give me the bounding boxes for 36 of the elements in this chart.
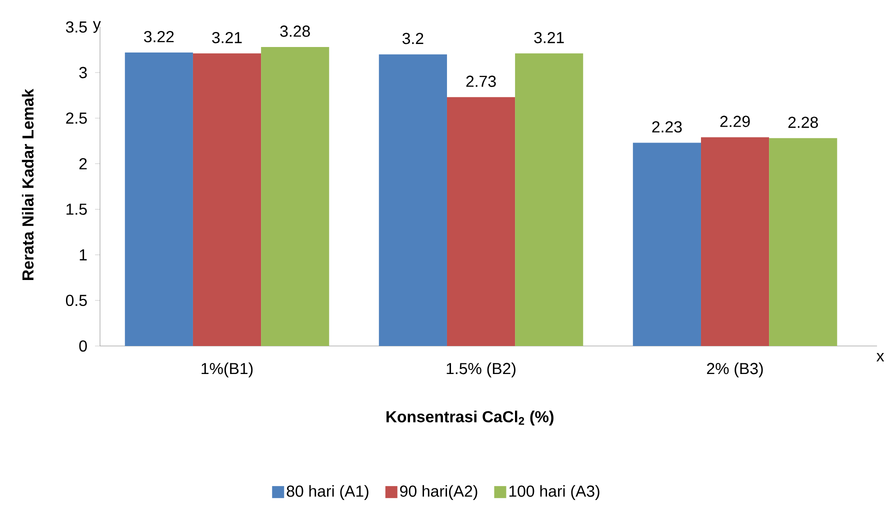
bar: [378, 54, 447, 346]
bar: [515, 53, 584, 346]
bar: [192, 53, 262, 346]
bar: [124, 52, 193, 346]
bar: [632, 142, 701, 346]
data-label: 2.28: [788, 116, 818, 128]
y-tick-label: 2: [79, 158, 87, 170]
data-label: 3.2: [402, 32, 424, 44]
y-tick-label: 2.5: [66, 112, 87, 124]
x-tick-label: 1.5% (B2): [446, 362, 516, 378]
y-tick-label: 0: [79, 340, 87, 352]
x-tick-label: 1%(B1): [202, 362, 253, 378]
x-tick-label: 2% (B3): [707, 362, 763, 378]
legend-label: 90 hari(A2): [400, 485, 478, 500]
data-label: 3.21: [534, 32, 564, 44]
bar: [261, 47, 330, 346]
y-tick-label: 3.5: [66, 21, 87, 33]
legend-label: 100 hari (A3): [509, 485, 600, 500]
text: x: [876, 352, 884, 362]
bar: [769, 138, 838, 346]
y-axis-title: Rerata Nilai Kadar Lemak: [22, 88, 34, 280]
bar: [700, 137, 770, 346]
data-label: 2.29: [720, 116, 750, 128]
y-tick-label: 0.5: [66, 294, 87, 306]
data-label: 3.22: [144, 31, 174, 42]
y-tick-label: 3: [79, 66, 87, 78]
data-label: 3.28: [280, 26, 310, 37]
x-axis-title: Konsentrasi CaCl$_{2}$ (%): [386, 410, 554, 426]
y-tick-label: 1: [80, 249, 87, 260]
data-label: 3.21: [212, 32, 242, 44]
y-tick-label: 1.5: [66, 204, 87, 215]
legend-label: 80 hari (A1): [286, 485, 368, 500]
bar: [446, 97, 516, 346]
annotation: y: [92, 21, 101, 33]
data-label: 2.23: [652, 121, 682, 133]
data-label: 2.73: [466, 76, 496, 87]
